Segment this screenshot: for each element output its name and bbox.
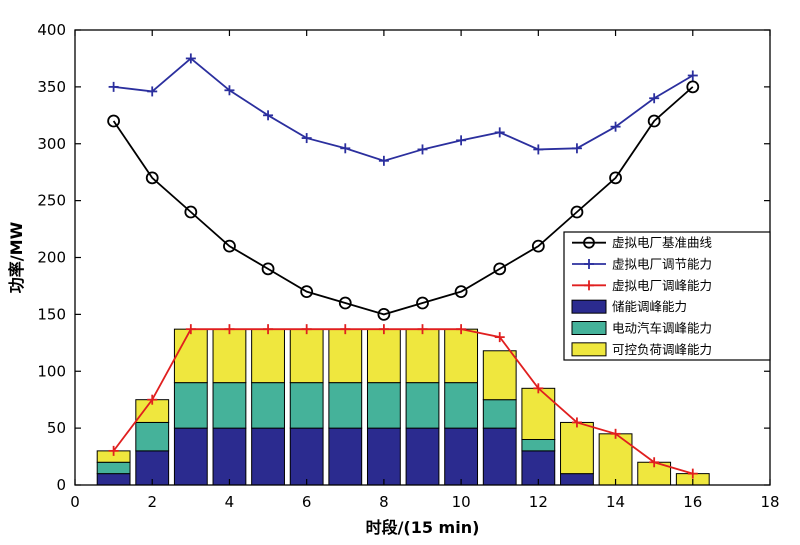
bar-segment-series0 xyxy=(251,427,285,486)
y-axis-tick-label: 0 xyxy=(56,476,66,494)
line-series-0 xyxy=(107,80,700,321)
legend-entry-label: 电动汽车调峰能力 xyxy=(612,321,712,336)
bar-segment-series1 xyxy=(405,382,440,429)
bar-segment-series1 xyxy=(366,382,401,429)
legend-entry: 储能调峰能力 xyxy=(571,299,687,314)
circle-marker xyxy=(531,239,545,253)
bar-segment-series1 xyxy=(212,382,247,429)
bar-segment-series2 xyxy=(251,328,285,384)
circle-marker xyxy=(338,296,352,310)
axis-ticks: 0 2 4 6 8 10 12 14 16 18 0 50 100 150 200 250 300 350 400 xyxy=(37,21,779,511)
x-axis-label: 时段/(15 min) xyxy=(366,518,480,537)
bar-segment-series0 xyxy=(366,427,401,486)
bar-segment-series2 xyxy=(173,328,208,384)
bar-segment-series2 xyxy=(328,328,363,384)
legend-entry-label: 可控负荷调峰能力 xyxy=(612,342,712,357)
legend-patch-sample xyxy=(571,299,607,314)
legend-circle-marker xyxy=(583,236,595,249)
bar-segment-series2 xyxy=(521,387,556,440)
bar-segment-series2 xyxy=(212,328,247,384)
legend: 虚拟电厂基准曲线虚拟电厂调节能力虚拟电厂调峰能力储能调峰能力电动汽车调峰能力可控… xyxy=(563,231,771,361)
x-axis-tick-label: 0 xyxy=(70,493,80,511)
legend-entry-label: 虚拟电厂调节能力 xyxy=(612,257,712,272)
bar-segment-series2 xyxy=(482,350,517,401)
circle-marker xyxy=(609,171,622,185)
bar-segment-series2 xyxy=(289,328,324,384)
circle-marker xyxy=(107,114,121,128)
x-axis-tick-label: 10 xyxy=(452,493,471,511)
y-axis-label: 功率/MW xyxy=(7,221,26,293)
bar-segment-series1 xyxy=(328,382,363,429)
bar-segment-series1 xyxy=(289,382,324,429)
bar-segment-series2 xyxy=(444,328,479,384)
circle-marker xyxy=(647,114,661,128)
circle-marker xyxy=(570,205,584,219)
circle-marker xyxy=(145,171,159,185)
line-series-1 xyxy=(108,53,698,166)
circle-marker xyxy=(223,239,236,253)
legend-entry: 虚拟电厂调节能力 xyxy=(572,257,712,272)
bar-segment-series1 xyxy=(482,399,517,429)
circle-marker xyxy=(416,296,429,310)
bar-segment-series0 xyxy=(212,427,247,486)
legend-entry-label: 储能调峰能力 xyxy=(612,299,687,314)
x-axis-tick-label: 8 xyxy=(379,493,389,511)
legend-box xyxy=(563,231,771,361)
bar-segment-series2 xyxy=(405,328,440,384)
line-path-2 xyxy=(112,328,694,475)
bar-segment-series0 xyxy=(405,427,440,486)
bar-segment-series0 xyxy=(560,473,594,486)
x-axis-tick-label: 16 xyxy=(683,493,702,511)
x-axis-tick-label: 12 xyxy=(529,493,548,511)
bar-segment-series0 xyxy=(96,473,131,486)
legend-entry: 虚拟电厂基准曲线 xyxy=(572,235,713,250)
stacked-bars xyxy=(96,328,710,486)
legend-entry: 可控负荷调峰能力 xyxy=(571,342,712,357)
legend-entry-label: 虚拟电厂基准曲线 xyxy=(612,235,713,250)
bar-segment-series1 xyxy=(521,439,556,452)
circle-marker xyxy=(686,80,700,94)
y-axis-tick-label: 50 xyxy=(47,419,66,437)
x-axis-tick-label: 4 xyxy=(225,493,235,511)
line-path-0 xyxy=(112,86,694,316)
x-axis-tick-label: 6 xyxy=(302,493,312,511)
bar-segment-series1 xyxy=(444,382,479,429)
circle-marker xyxy=(493,262,507,276)
bar-segment-series0 xyxy=(444,427,479,486)
y-axis-tick-label: 200 xyxy=(37,249,66,267)
y-axis-tick-label: 100 xyxy=(37,362,66,380)
legend-entry: 电动汽车调峰能力 xyxy=(571,321,712,336)
y-axis-tick-label: 300 xyxy=(37,135,66,153)
bar-segment-series1 xyxy=(251,382,285,429)
circle-marker xyxy=(454,285,468,299)
legend-entry: 虚拟电厂调峰能力 xyxy=(572,278,712,293)
x-axis-tick-label: 2 xyxy=(147,493,157,511)
x-axis-tick-label: 18 xyxy=(760,493,779,511)
bar-segment-series0 xyxy=(289,427,324,486)
y-axis-tick-label: 250 xyxy=(37,192,66,210)
line-series-2 xyxy=(108,324,698,479)
legend-patch-sample xyxy=(571,342,607,357)
bar-segment-series0 xyxy=(328,427,363,486)
bar-segment-series1 xyxy=(96,461,131,475)
legend-patch-sample xyxy=(571,321,607,335)
legend-entry-label: 虚拟电厂调峰能力 xyxy=(612,278,712,293)
circle-marker xyxy=(184,205,198,219)
circle-marker xyxy=(261,262,275,276)
circle-marker xyxy=(377,307,391,321)
y-axis-tick-label: 150 xyxy=(37,305,66,323)
bar-segment-series0 xyxy=(482,427,517,486)
y-axis-tick-label: 350 xyxy=(37,78,66,96)
bar-segment-series1 xyxy=(135,421,170,452)
y-axis-tick-label: 400 xyxy=(37,21,66,39)
bar-segment-series0 xyxy=(173,427,208,486)
bar-segment-series2 xyxy=(366,328,401,384)
circle-marker xyxy=(300,285,314,299)
bar-segment-series2 xyxy=(560,421,594,475)
bar-segment-series1 xyxy=(173,382,208,429)
x-axis-tick-label: 14 xyxy=(606,493,625,511)
line-path-1 xyxy=(113,57,694,162)
